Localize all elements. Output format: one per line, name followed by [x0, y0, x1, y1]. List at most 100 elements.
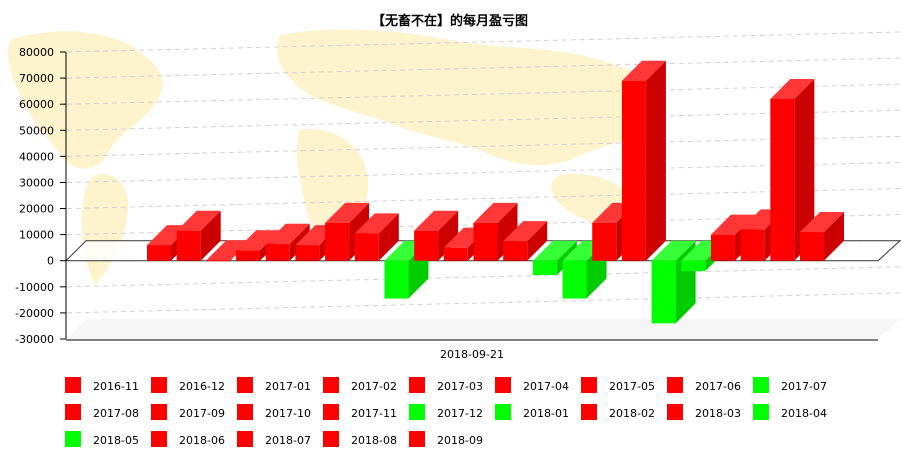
bar-front — [800, 232, 824, 261]
x-axis: 2018-09-21 — [66, 339, 878, 361]
bar-front — [651, 260, 676, 324]
legend-label: 2018-01 — [523, 407, 569, 420]
legend-item-2018-03: 2018-03 — [667, 404, 741, 420]
bar-top — [265, 223, 310, 244]
legend-label: 2018-07 — [265, 434, 311, 447]
bar-front — [592, 222, 617, 261]
bar-top — [325, 202, 370, 223]
grid-line — [66, 161, 901, 183]
legend-label: 2017-03 — [437, 380, 483, 393]
bar-front — [770, 98, 795, 261]
bar-top — [770, 78, 815, 99]
bar-top — [206, 240, 251, 261]
bar-2018-08 — [770, 78, 815, 261]
legend-swatch — [667, 404, 683, 420]
legend-label: 2017-11 — [351, 407, 397, 420]
legend-label: 2017-12 — [437, 407, 483, 420]
bar-top — [800, 212, 844, 233]
bar-side — [824, 212, 844, 261]
bar-front — [503, 241, 528, 261]
bar-side — [497, 202, 518, 261]
legend-label: 2018-03 — [695, 407, 741, 420]
bar-front — [147, 245, 171, 261]
legend-label: 2018-04 — [781, 407, 827, 420]
bar-top — [532, 240, 577, 261]
legend-item-2018-09: 2018-09 — [409, 431, 483, 447]
legend-swatch — [151, 431, 167, 447]
bar-front — [443, 247, 468, 261]
legend-swatch — [667, 377, 683, 393]
legend-swatch — [323, 377, 339, 393]
chart-title: 【无畜不在】的每月盈亏图 — [372, 13, 528, 29]
legend-label: 2016-12 — [179, 380, 225, 393]
bar-front — [710, 234, 735, 261]
legend-item-2017-02: 2017-02 — [323, 377, 397, 393]
legend-label: 2017-10 — [265, 407, 311, 420]
legend-label: 2017-05 — [609, 380, 655, 393]
legend-swatch — [151, 404, 167, 420]
legend-item-2016-11: 2016-11 — [65, 377, 139, 393]
legend-swatch — [151, 377, 167, 393]
bar-front — [236, 250, 261, 261]
bar-top — [176, 210, 221, 231]
grid-line — [66, 266, 901, 288]
legend-swatch — [237, 404, 253, 420]
grid-line — [66, 135, 901, 157]
legend-item-2017-08: 2017-08 — [65, 404, 139, 420]
y-axis: -30000 -20000 -10000 0 10000 20000 30000 40000 5… — [15, 46, 67, 346]
legend-label: 2017-02 — [351, 380, 397, 393]
legend-label: 2016-11 — [93, 380, 139, 393]
legend-swatch — [495, 404, 511, 420]
legend-label: 2017-06 — [695, 380, 741, 393]
bar-front — [562, 260, 587, 299]
legend-swatch — [65, 431, 81, 447]
legend-swatch — [237, 431, 253, 447]
legend-label: 2017-04 — [523, 380, 569, 393]
legend-item-2018-06: 2018-06 — [151, 431, 225, 447]
bar-front — [621, 80, 646, 261]
legend-item-2017-05: 2017-05 — [581, 377, 655, 393]
bar-2017-08 — [414, 210, 459, 261]
bar-front — [740, 229, 765, 261]
bar-top — [710, 214, 755, 235]
legend: 2016-11 2016-12 2017-01 2017-02 2017-03 2017-… — [65, 377, 827, 447]
legend-swatch — [323, 404, 339, 420]
legend-label: 2018-08 — [351, 434, 397, 447]
legend-swatch — [409, 404, 425, 420]
legend-item-2017-01: 2017-01 — [237, 377, 311, 393]
legend-swatch — [581, 377, 597, 393]
legend-item-2017-11: 2017-11 — [323, 404, 397, 420]
bar-side — [200, 210, 221, 261]
legend-label: 2017-08 — [93, 407, 139, 420]
legend-label: 2017-07 — [781, 380, 827, 393]
bar-top — [354, 213, 399, 234]
legend-swatch — [753, 404, 769, 420]
legend-swatch — [65, 404, 81, 420]
bar-front — [473, 222, 498, 261]
floor-plane — [66, 319, 900, 339]
y-tick-label: 50000 — [19, 124, 54, 137]
legend-item-2017-09: 2017-09 — [151, 404, 225, 420]
bar-2018-09 — [800, 212, 844, 261]
legend-label: 2018-06 — [179, 434, 225, 447]
bar-side — [794, 78, 815, 261]
legend-label: 2018-09 — [437, 434, 483, 447]
legend-swatch — [65, 377, 81, 393]
bar-front — [354, 233, 379, 261]
legend-item-2017-07: 2017-07 — [753, 377, 827, 393]
legend-swatch — [237, 377, 253, 393]
bar-side — [378, 213, 399, 261]
legend-item-2018-01: 2018-01 — [495, 404, 569, 420]
bar-2017-11 — [503, 221, 548, 261]
grid-line — [66, 57, 901, 79]
y-tick-label: 10000 — [19, 229, 54, 242]
bar-side — [645, 60, 666, 261]
y-tick-label: 30000 — [19, 176, 54, 189]
bar-top — [621, 60, 666, 81]
legend-label: 2017-09 — [179, 407, 225, 420]
x-axis-label: 2018-09-21 — [440, 348, 504, 361]
bar-side — [438, 210, 459, 261]
legend-swatch — [409, 377, 425, 393]
bar-top — [473, 202, 518, 223]
bar-2018-03 — [621, 60, 666, 261]
